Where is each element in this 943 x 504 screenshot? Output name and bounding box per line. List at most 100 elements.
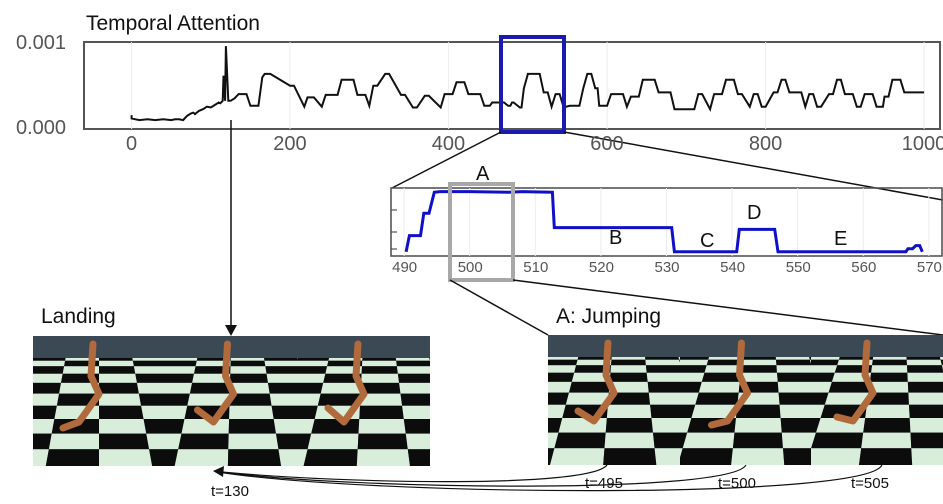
floor-tile <box>732 432 783 449</box>
floor-tile <box>680 418 692 433</box>
floor-tile <box>165 449 179 466</box>
zoom-x-tick-550: 550 <box>785 259 811 276</box>
floor-tile <box>558 418 607 433</box>
floor-tile <box>137 382 165 394</box>
floor-tile <box>565 392 609 405</box>
floor-tile <box>680 365 707 373</box>
floor-tile <box>571 372 611 382</box>
segment-label-e: E <box>834 228 848 250</box>
floor-tile <box>708 357 743 360</box>
floor-tile <box>831 372 872 382</box>
floor-tile <box>604 432 655 449</box>
floor-tile <box>910 432 943 449</box>
floor-tile <box>264 360 298 367</box>
segment-label-d: D <box>747 202 762 224</box>
floor-tile <box>548 392 569 405</box>
floor-tile <box>872 359 907 366</box>
floor-tile <box>742 357 776 360</box>
floor-tile <box>399 382 430 394</box>
zoom-x-tick-530: 530 <box>654 259 680 276</box>
main-x-tick-600: 600 <box>590 133 624 155</box>
floor-tile <box>298 449 308 466</box>
floor-tile <box>781 432 811 449</box>
floor-tile <box>99 358 133 361</box>
floor-tile <box>230 358 265 361</box>
floor-tile <box>360 382 401 394</box>
floor-tile <box>298 366 328 374</box>
main-plot-grid <box>131 42 925 129</box>
floor-tile <box>548 418 563 433</box>
floor-tile <box>45 449 99 466</box>
floor-tile <box>400 393 430 406</box>
floor-tile <box>680 448 683 458</box>
y-tick-bottom: 0.000 <box>16 117 67 139</box>
curve-t505-to-t130 <box>217 464 883 492</box>
chart-title: Temporal Attention <box>86 12 260 35</box>
main-plot-frame <box>83 41 941 130</box>
floor-tile <box>906 357 941 360</box>
floor-tile <box>863 418 911 433</box>
floor-tile <box>396 366 430 374</box>
floor-tile <box>307 433 359 450</box>
floor-tile <box>228 419 276 434</box>
floor-tile <box>229 405 274 419</box>
hopper-robot <box>59 340 103 432</box>
jumping-label: A: Jumping <box>556 305 662 328</box>
floor-tile <box>680 359 709 366</box>
floor-tile <box>548 357 579 360</box>
floor-tile <box>680 372 705 382</box>
floor-tile <box>548 372 575 382</box>
floor-tile <box>776 365 811 373</box>
floor-tile <box>138 393 165 406</box>
floor-tile <box>811 432 864 449</box>
zoom-connector-left <box>391 131 502 189</box>
floor-tile <box>33 358 66 361</box>
floor-tile <box>195 360 231 367</box>
floor-tile <box>196 358 231 361</box>
floor-tile <box>680 381 702 393</box>
floor-tile <box>141 405 165 419</box>
floor-tile <box>229 393 272 406</box>
floor-tile <box>149 449 165 466</box>
floor-tile <box>59 382 99 394</box>
floor-tile <box>402 405 430 419</box>
time-label-t505: t=505 <box>851 475 889 492</box>
floor-tile <box>276 433 298 450</box>
floor-tile <box>360 393 403 406</box>
floor-tile <box>264 358 298 361</box>
floor-tile <box>569 381 610 393</box>
zoom-plot-grid <box>403 188 930 256</box>
floor-tile <box>403 419 430 434</box>
floor-tile <box>606 404 652 418</box>
landing-arrow-head <box>225 325 237 336</box>
floor-tile <box>940 359 943 366</box>
floor-tile <box>607 392 651 405</box>
floor-tile <box>99 382 139 394</box>
floor-tile <box>99 433 150 450</box>
floor-tile <box>33 419 55 434</box>
time-label-t130: t=130 <box>211 483 249 500</box>
floor-tile <box>811 404 825 418</box>
floor-tile <box>704 365 742 373</box>
floor-tile <box>550 448 605 465</box>
floor-tile <box>548 404 566 418</box>
highlight-box-490-570 <box>499 35 566 134</box>
segment-label-b: B <box>609 227 623 249</box>
main-x-tick-1000: 1000 <box>901 133 943 155</box>
floor-tile <box>165 358 198 361</box>
floor-tile <box>680 357 709 360</box>
zoom-x-tick-500: 500 <box>457 259 483 276</box>
floor-tile <box>811 418 821 433</box>
frames-connector-right <box>512 279 943 336</box>
floor-tile <box>229 382 270 394</box>
floor-tile <box>777 372 811 382</box>
floor-tile <box>99 449 153 466</box>
floor-tile <box>165 373 194 383</box>
main-x-tick-0: 0 <box>125 133 138 155</box>
floor-tile <box>133 366 165 374</box>
floor-tile <box>278 449 298 466</box>
floor-tile <box>828 381 870 393</box>
floor-tile <box>298 405 318 419</box>
landing-frame-3 <box>298 336 430 466</box>
